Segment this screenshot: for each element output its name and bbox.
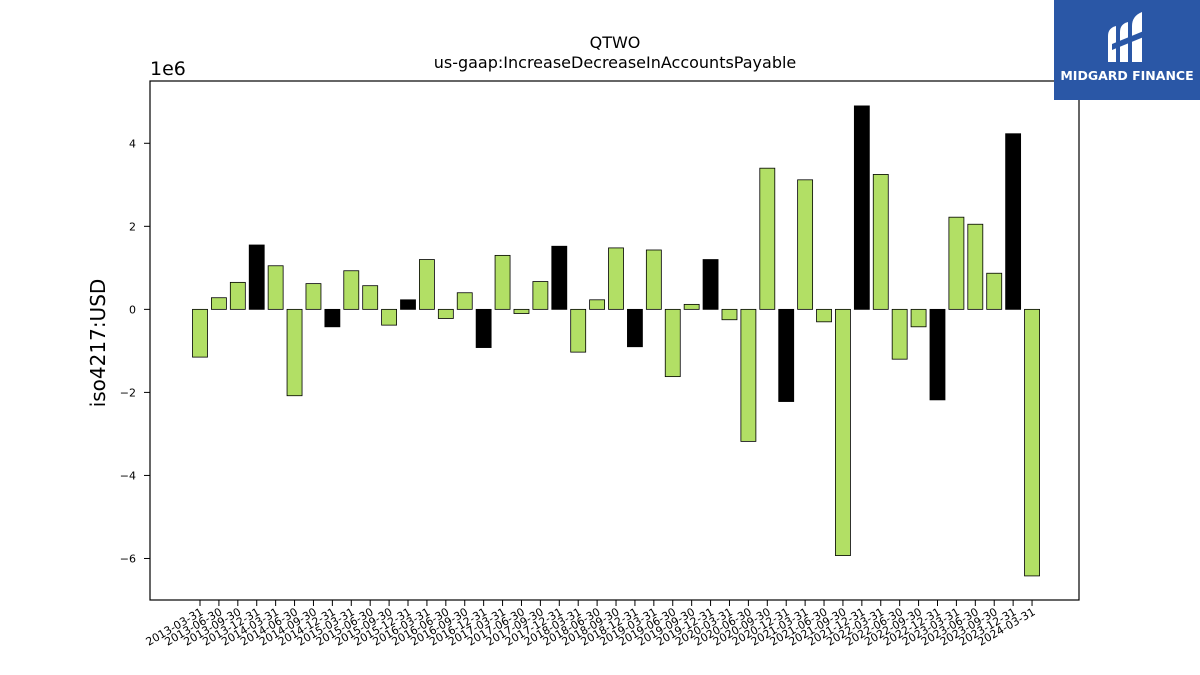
y-tick-label: 4 bbox=[129, 137, 136, 150]
bar-2014-03-31 bbox=[267, 265, 284, 310]
bar-2014-12-31 bbox=[324, 308, 341, 328]
bar-2023-09-30 bbox=[986, 272, 1003, 310]
bar-2020-06-30 bbox=[740, 308, 757, 442]
bar-2015-09-30 bbox=[381, 308, 398, 326]
bar-2013-03-31 bbox=[192, 308, 208, 358]
chart-title: QTWO bbox=[590, 33, 641, 52]
bar-2018-12-31 bbox=[627, 308, 643, 348]
bar-2018-03-31 bbox=[570, 308, 587, 353]
bar-2021-09-30 bbox=[835, 308, 851, 556]
x-ticks: 2013-03-312013-06-302013-09-302013-12-31… bbox=[144, 600, 1038, 649]
y-tick-label: −4 bbox=[120, 469, 136, 482]
bar-2021-03-31 bbox=[797, 179, 814, 310]
y-axis-offset-label: 1e6 bbox=[150, 58, 186, 80]
bar-2019-03-31 bbox=[645, 249, 662, 310]
bar-2022-03-31 bbox=[872, 174, 889, 310]
midgard-logo-icon bbox=[1108, 12, 1146, 62]
bar-2017-03-31 bbox=[494, 254, 511, 310]
bar-2014-09-30 bbox=[305, 283, 322, 310]
y-tick-label: −2 bbox=[120, 386, 136, 399]
midgard-finance-logo: MIDGARD FINANCE bbox=[1054, 0, 1200, 100]
bar-2023-06-30 bbox=[967, 223, 984, 310]
bar-2023-03-31 bbox=[948, 216, 965, 310]
bar-2024-03-31 bbox=[1024, 308, 1040, 577]
bar-2021-12-31 bbox=[853, 105, 870, 310]
bar-2018-06-30 bbox=[589, 299, 606, 310]
bar-2019-12-31 bbox=[702, 259, 719, 310]
bar-2021-06-30 bbox=[816, 308, 832, 323]
y-tick-label: 2 bbox=[129, 220, 136, 233]
bar-2015-12-31 bbox=[400, 299, 416, 310]
y-tick-label: 0 bbox=[129, 303, 136, 316]
bar-2018-09-30 bbox=[608, 247, 624, 310]
bars-layer bbox=[192, 105, 1040, 577]
y-tick-label: −6 bbox=[120, 552, 136, 565]
chart-subtitle: us-gaap:IncreaseDecreaseInAccountsPayabl… bbox=[434, 53, 797, 72]
bar-2016-03-31 bbox=[419, 259, 435, 310]
bar-2016-12-31 bbox=[475, 308, 492, 348]
bar-2017-09-30 bbox=[532, 281, 549, 310]
bar-2016-06-30 bbox=[437, 308, 454, 319]
y-axis-label: iso4217:USD bbox=[86, 279, 110, 408]
bar-2016-09-30 bbox=[456, 292, 473, 310]
bar-2020-12-31 bbox=[778, 308, 795, 402]
bar-2019-09-30 bbox=[683, 303, 700, 310]
logo-text: MIDGARD FINANCE bbox=[1060, 68, 1194, 83]
bar-2013-06-30 bbox=[211, 297, 227, 310]
bar-2017-12-31 bbox=[551, 245, 568, 310]
bar-2020-03-31 bbox=[721, 308, 738, 321]
bar-2023-12-31 bbox=[1005, 133, 1022, 310]
y-ticks: −6 −4 −2 0 2 4 bbox=[120, 137, 150, 565]
bar-2014-06-30 bbox=[286, 308, 303, 397]
bar-2019-06-30 bbox=[664, 308, 681, 378]
bar-2020-09-30 bbox=[759, 167, 776, 310]
bar-2015-03-31 bbox=[343, 270, 360, 310]
plot-frame bbox=[149, 80, 1080, 601]
bar-2022-06-30 bbox=[891, 308, 908, 360]
bar-2022-09-30 bbox=[910, 308, 927, 328]
bar-2022-12-31 bbox=[929, 308, 946, 401]
bar-2017-06-30 bbox=[513, 308, 530, 314]
bar-2015-06-30 bbox=[362, 285, 379, 310]
bar-2013-09-30 bbox=[229, 281, 246, 310]
bar-2013-12-31 bbox=[248, 244, 265, 310]
